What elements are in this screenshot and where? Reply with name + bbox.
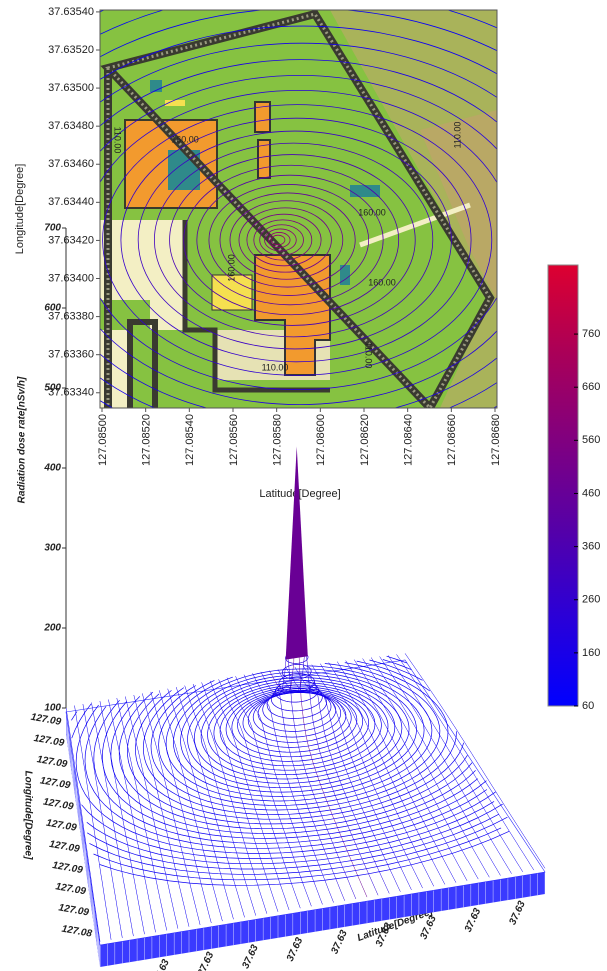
y-tick-label: 127.09 [36, 754, 68, 770]
y-axis-label: Longitude[Degree] [22, 771, 33, 861]
y-tick-label: 37.63540 [48, 6, 94, 18]
surface-peak [286, 447, 308, 660]
colorbar-label: 60 [582, 700, 594, 712]
y-tick-label: 37.63360 [48, 349, 94, 361]
y-tick-label: 127.09 [39, 775, 71, 791]
x-tick-label: 37.63 [329, 928, 350, 956]
x-tick-label: 127.08660 [446, 414, 458, 466]
x-tick-label: 127.08580 [272, 414, 284, 466]
y-tick-label: 127.09 [42, 796, 74, 812]
y-tick-label: 127.09 [48, 839, 80, 855]
x-tick-label: 37.63 [196, 950, 217, 971]
colorbar-label: 760 [582, 328, 600, 340]
x-axis-label: Latitude[Degree] [259, 488, 340, 500]
z-tick-label: 200 [43, 623, 61, 634]
x-tick-label: 127.08500 [97, 414, 109, 466]
y-tick-label: 127.09 [45, 818, 77, 834]
colorbar-label: 260 [582, 594, 600, 606]
colorbar-label: 360 [582, 541, 600, 553]
y-tick-label: 37.63380 [48, 310, 94, 322]
y-tick-label: 127.09 [30, 712, 62, 728]
z-tick-label: 400 [43, 463, 61, 474]
y-axis-label: Longitude[Degree] [14, 164, 26, 255]
y-tick-label: 37.63520 [48, 44, 94, 56]
contour-label: 160.00 [358, 207, 386, 217]
y-tick-label: 37.63440 [48, 196, 94, 208]
y-tick-label: 37.63500 [48, 82, 94, 94]
y-tick-label: 37.63340 [48, 387, 94, 399]
colorbar-label: 160 [582, 647, 600, 659]
x-tick-label: 127.08640 [403, 414, 415, 466]
y-tick-label: 37.63400 [48, 272, 94, 284]
contour-label: 110.00 [113, 127, 123, 154]
contour-label: 110.00 [452, 122, 462, 149]
contour-label: 160.00 [226, 254, 236, 282]
x-tick-label: 127.08520 [141, 414, 153, 466]
y-tick-label: 37.63480 [48, 120, 94, 132]
x-tick-label: 127.08560 [228, 414, 240, 466]
x-tick-label: 127.08620 [359, 414, 371, 466]
y-tick-label: 127.09 [51, 860, 83, 876]
z-tick-label: 700 [44, 223, 61, 234]
x-tick-label: 127.08680 [490, 414, 502, 466]
page: Latitude[Degree] Longitude[Degree] Radia… [0, 0, 607, 971]
colorbar [548, 265, 578, 706]
contour-label: 110.00 [262, 362, 289, 372]
x-tick-label: 37.63 [240, 943, 261, 971]
x-tick-label: 37.63 [285, 935, 306, 963]
z-tick-label: 300 [44, 543, 61, 554]
x-tick-label: 127.08600 [315, 414, 327, 466]
contour-label: 160.00 [368, 277, 396, 287]
y-tick-label: 127.09 [55, 881, 87, 897]
z-axis-label: Radiation dose rate[nSv/h] [17, 376, 28, 503]
y-tick-label: 127.09 [58, 902, 90, 918]
colorbar-label: 460 [582, 487, 600, 499]
x-tick-label: 37.63 [507, 899, 528, 927]
colorbar-label: 560 [582, 434, 600, 446]
y-tick-label: 127.09 [33, 733, 65, 749]
y-tick-label: 37.63460 [48, 158, 94, 170]
x-tick-label: 37.63 [463, 906, 484, 934]
x-tick-label: 37.63 [151, 957, 172, 971]
contour-label: 110.00 [364, 342, 374, 369]
figure: Latitude[Degree] Longitude[Degree] Radia… [0, 0, 607, 971]
colorbar-label: 660 [582, 381, 600, 393]
y-tick-label: 127.08 [61, 924, 93, 940]
y-tick-label: 37.63420 [48, 234, 94, 246]
z-tick-label: 100 [44, 703, 61, 714]
x-tick-label: 127.08540 [184, 414, 196, 466]
contour-label: 160.00 [171, 134, 199, 144]
